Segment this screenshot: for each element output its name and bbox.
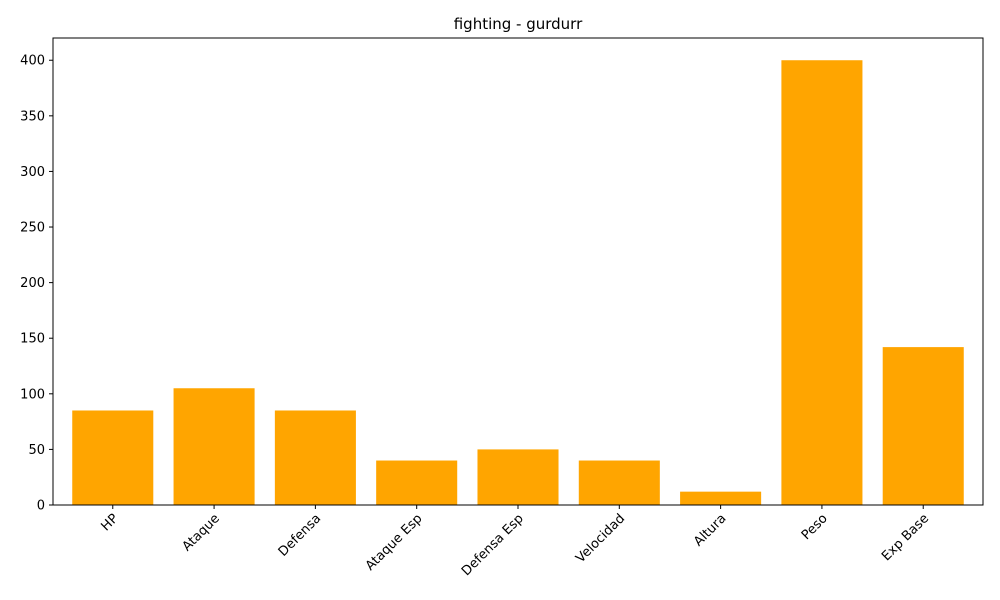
y-tick-label: 250 [20,221,45,236]
x-tick-label: Ataque [180,511,223,554]
y-axis: 0 50 100 150 200 250 300 350 400 [20,54,53,514]
bar-velocidad [578,460,660,505]
y-tick-label: 200 [20,276,45,291]
x-tick-label: Defensa Esp [459,511,527,579]
bar-altura [680,491,762,505]
bar-ataque [173,388,255,505]
x-tick-label: Velocidad [573,511,628,566]
bar-ataque-esp [376,460,458,505]
y-tick-label: 350 [20,109,45,124]
x-tick-label: Exp Base [879,511,932,564]
x-axis: HP Ataque Defensa Ataque Esp Defensa Esp Velo… [99,505,932,579]
bar-defensa-esp [477,449,559,505]
y-tick-label: 0 [37,499,45,514]
x-tick-label: Altura [691,511,729,549]
bar-peso [781,60,863,505]
y-tick-label: 400 [20,54,45,69]
plot-frame [52,37,984,506]
x-tick-label: Ataque Esp [363,511,426,574]
y-tick-label: 150 [20,332,45,347]
bars-group [72,60,964,505]
y-tick-label: 300 [20,165,45,180]
bar-hp [72,410,154,505]
bar-exp-base [882,347,964,505]
chart-title: fighting - gurdurr [454,15,583,33]
y-tick-label: 50 [28,443,45,458]
x-tick-label: HP [99,511,122,534]
bar-defensa [274,410,356,505]
y-tick-label: 100 [20,387,45,402]
x-tick-label: Peso [799,511,831,543]
x-tick-label: Defensa [276,511,324,559]
